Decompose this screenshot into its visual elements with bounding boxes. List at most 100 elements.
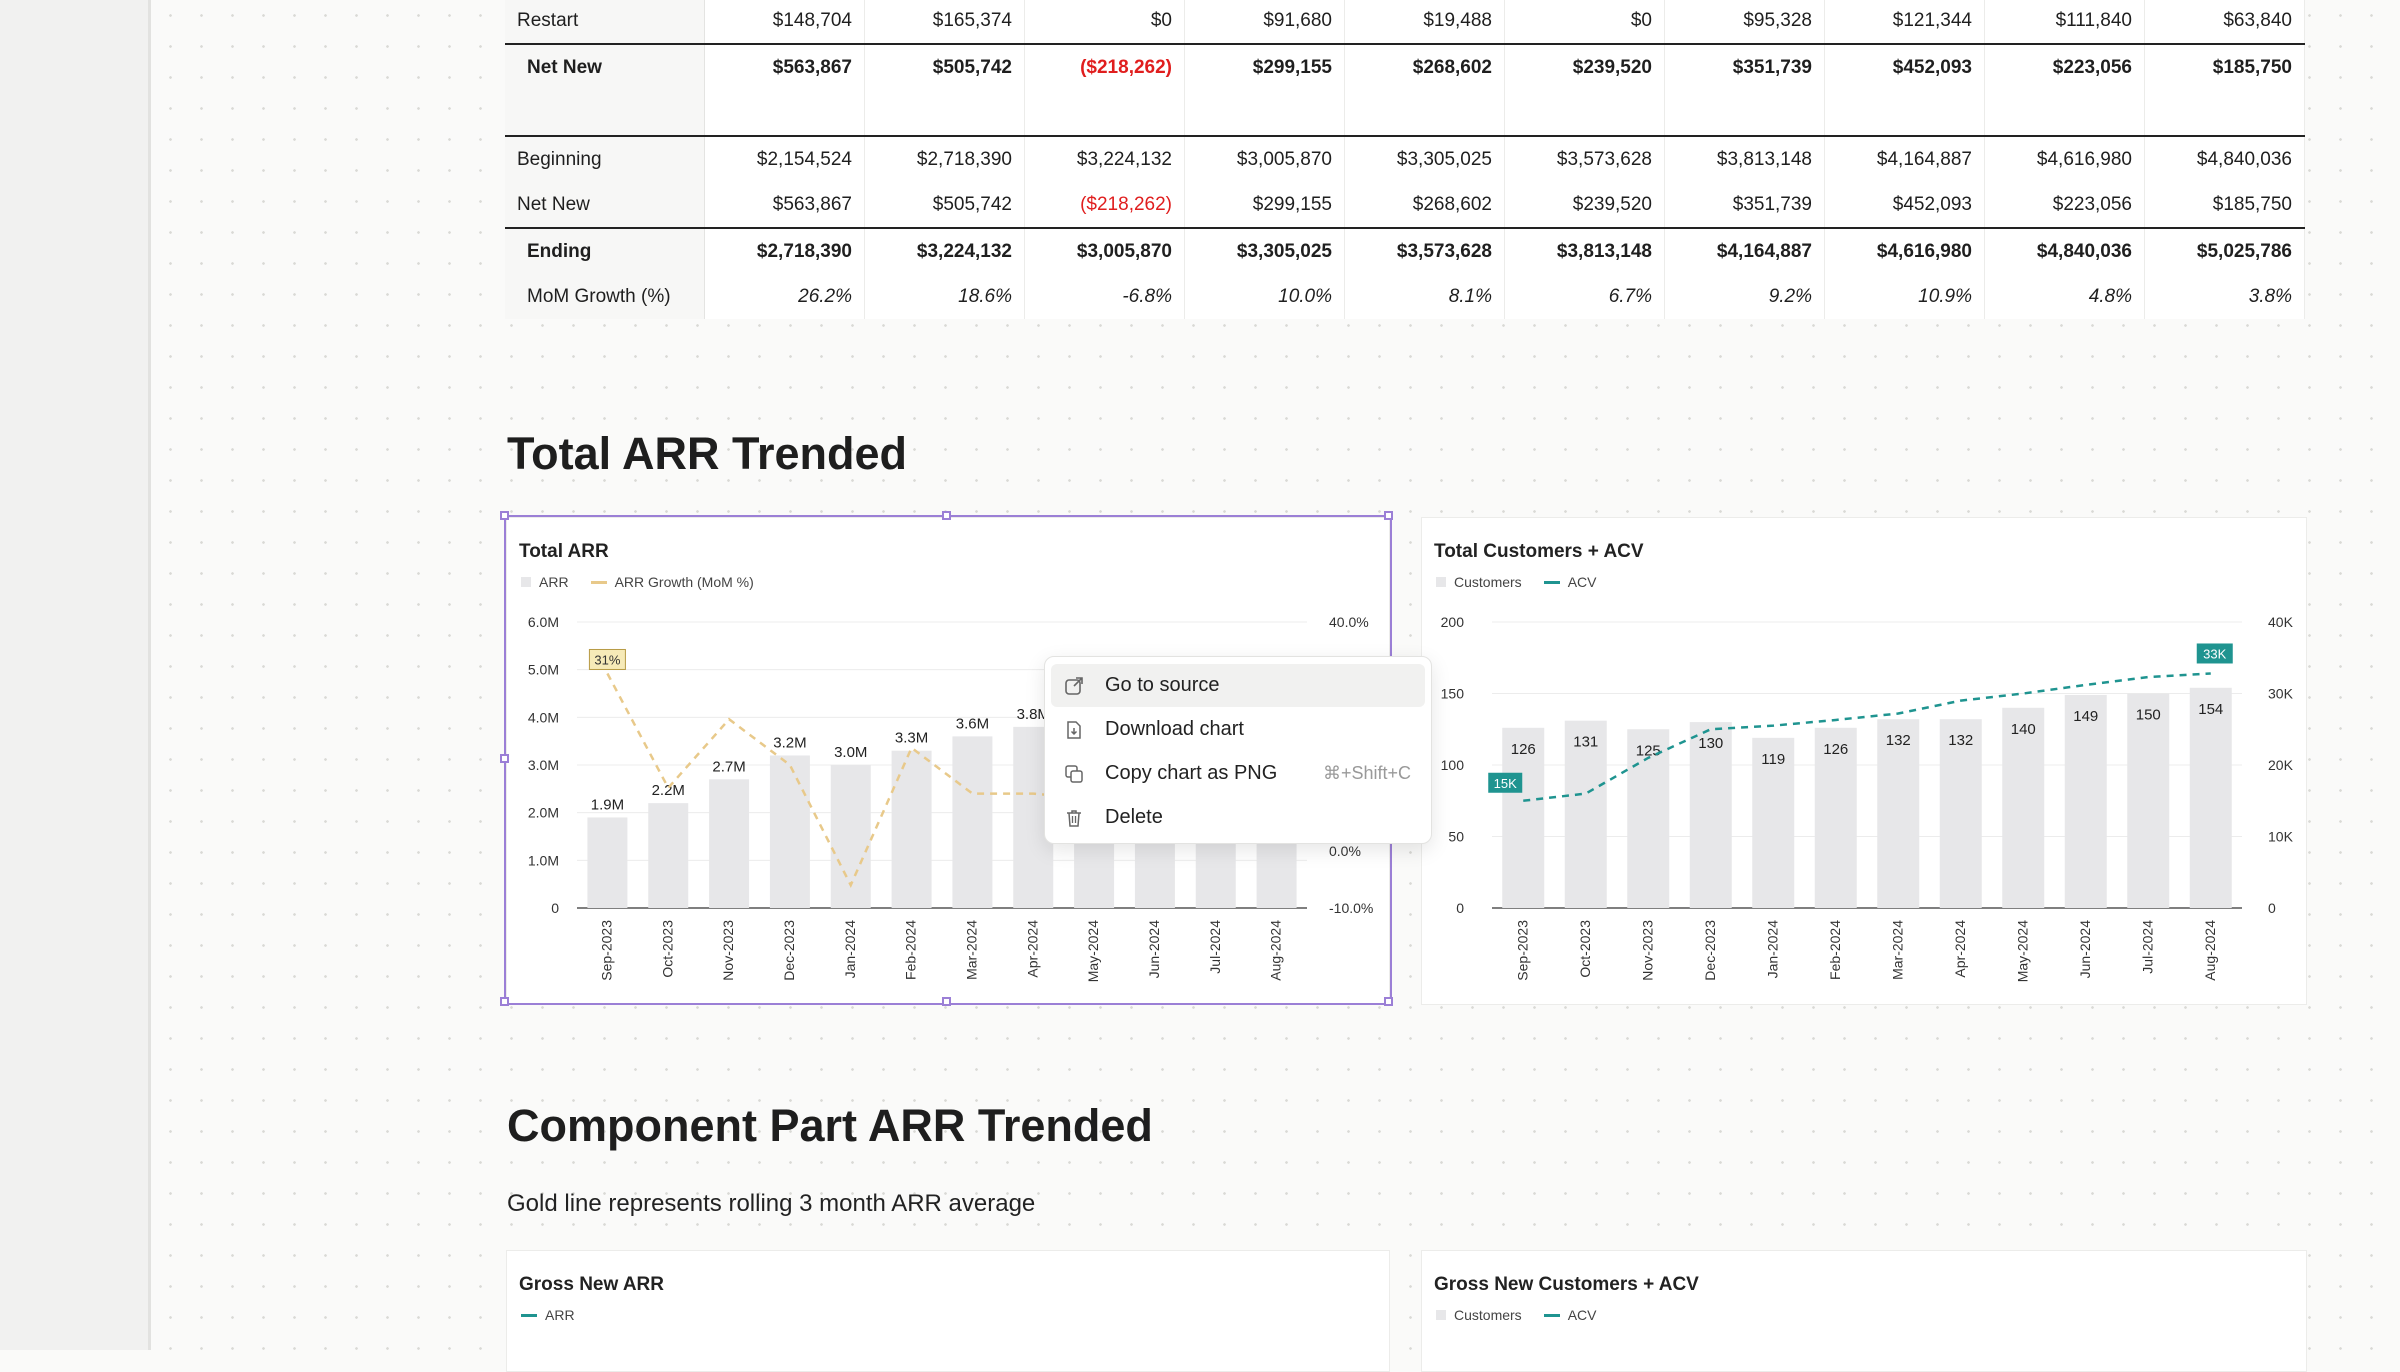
table-cell: $111,840	[1984, 0, 2145, 44]
table-row: MoM Growth (%) 26.2% 18.6% -6.8% 10.0% 8.1% 6.…	[505, 274, 2305, 319]
menu-item-delete[interactable]: Delete	[1051, 796, 1425, 839]
x-tick-label: May-2024	[2014, 920, 2030, 982]
table-cell: $351,739	[1664, 43, 1825, 90]
table-cell: $268,602	[1344, 182, 1505, 228]
table-cell: $185,750	[2144, 43, 2305, 90]
x-tick-label: Nov-2023	[720, 920, 736, 981]
table-cell: $3,224,132	[864, 227, 1025, 274]
resize-handle-bottom[interactable]	[942, 997, 951, 1006]
row-label: Net New	[505, 182, 705, 228]
x-tick-label: Aug-2024	[2202, 920, 2218, 981]
chart-context-menu: Go to source Download chart Copy chart a…	[1044, 656, 1432, 844]
legend-label: ARR	[545, 1307, 575, 1323]
table-cell: $4,840,036	[1984, 227, 2145, 274]
bar	[1752, 737, 1795, 908]
bar	[891, 750, 932, 908]
table-cell: $3,573,628	[1504, 135, 1665, 182]
row-label: Restart	[505, 0, 705, 44]
table-cell	[1824, 90, 1985, 136]
chart-title: Total Customers + ACV	[1434, 541, 1644, 562]
bar-value-label: 2.7M	[712, 758, 745, 775]
bar	[709, 779, 750, 908]
y2-tick-label: 40K	[2268, 614, 2294, 630]
y-tick-label: 6.0M	[528, 614, 559, 630]
row-label: MoM Growth (%)	[505, 274, 705, 319]
chart-card-gross-new-customers-acv[interactable]: Gross New Customers + ACV Customers ACV	[1421, 1250, 2307, 1372]
menu-item-label: Download chart	[1105, 718, 1244, 740]
resize-handle-bottom-right[interactable]	[1384, 997, 1393, 1006]
table-row: Beginning $2,154,524 $2,718,390 $3,224,132 $…	[505, 135, 2305, 182]
y-tick-label: 50	[1448, 829, 1464, 845]
bar	[1689, 722, 1732, 908]
x-tick-label: Oct-2023	[659, 920, 675, 978]
row-label: Beginning	[505, 135, 705, 182]
x-tick-label: Jun-2024	[2077, 920, 2093, 979]
data-callout-box	[588, 648, 626, 670]
y-tick-label: 0	[1456, 900, 1464, 916]
table-cell	[704, 90, 865, 136]
x-tick-label: Dec-2023	[1702, 920, 1718, 981]
data-callout-label: 33K	[2203, 646, 2226, 661]
x-tick-label: Sep-2023	[1514, 920, 1530, 981]
menu-item-copy-chart-png[interactable]: Copy chart as PNG ⌘+Shift+C	[1051, 752, 1425, 795]
section-title-total-arr: Total ARR Trended	[507, 428, 908, 479]
row-label	[505, 90, 705, 136]
table-cell: $148,704	[704, 0, 865, 44]
resize-handle-top-right[interactable]	[1384, 511, 1393, 520]
legend-item-acv: ACV	[1543, 574, 1596, 590]
section-title-component-arr: Component Part ARR Trended	[507, 1100, 1153, 1151]
bar-value-label: 3.6M	[956, 715, 989, 732]
table-cell: -6.8%	[1024, 274, 1185, 319]
y2-tick-label: 10K	[2268, 829, 2294, 845]
table-cell: $3,305,025	[1184, 227, 1345, 274]
y-tick-label: 150	[1441, 686, 1465, 702]
y2-tick-label: 30K	[2268, 686, 2294, 702]
bar	[2064, 694, 2107, 908]
x-tick-label: Jul-2024	[1207, 920, 1223, 974]
table-cell: $5,025,786	[2144, 227, 2305, 274]
legend-label: ARR Growth (MoM %)	[614, 574, 754, 590]
data-callout-box	[1488, 772, 1523, 793]
legend-item-customers: Customers	[1436, 574, 1522, 590]
y-tick-label: 2.0M	[528, 805, 559, 821]
keyboard-shortcut: ⌘+Shift+C	[1322, 763, 1411, 783]
table-cell: $3,813,148	[1504, 227, 1665, 274]
row-label: Net New	[505, 43, 705, 90]
table-cell: $505,742	[864, 182, 1025, 228]
table-cell	[1184, 90, 1345, 136]
table-cell: 10.9%	[1824, 274, 1985, 319]
menu-item-download-chart[interactable]: Download chart	[1051, 708, 1425, 751]
bar-value-label: 1.9M	[591, 796, 624, 813]
table-row	[505, 90, 2305, 136]
menu-item-go-to-source[interactable]: Go to source	[1051, 664, 1425, 707]
bar	[1877, 719, 1920, 908]
resize-handle-left[interactable]	[500, 754, 509, 763]
table-cell: $239,520	[1504, 182, 1665, 228]
copy-icon	[1063, 763, 1085, 785]
bar-value-label: 119	[1761, 751, 1785, 768]
y2-tick-label: 0	[2268, 900, 2276, 916]
table-cell: $165,374	[864, 0, 1025, 44]
resize-handle-top-left[interactable]	[500, 511, 509, 520]
chart-card-total-customers-acv[interactable]: Total Customers + ACV Customers ACV 0 50 1…	[1421, 517, 2307, 1005]
x-tick-label: Mar-2024	[963, 920, 979, 980]
table-cell: $563,867	[704, 182, 865, 228]
table-cell: $505,742	[864, 43, 1025, 90]
x-tick-label: Jan-2024	[1764, 920, 1780, 979]
table-cell: 3.8%	[2144, 274, 2305, 319]
resize-handle-bottom-left[interactable]	[500, 997, 509, 1006]
resize-handle-top[interactable]	[942, 511, 951, 520]
y2-tick-label: -10.0%	[1329, 900, 1373, 916]
table-cell: $4,616,980	[1984, 135, 2145, 182]
data-callout-label: 31%	[594, 652, 620, 667]
table-cell: 9.2%	[1664, 274, 1825, 319]
legend-label: ARR	[539, 574, 569, 590]
total-customers-acv-chart-svg: 0 50 100 150 200 40K 30K 20K 10K 0 126 Sep-2023 131 O…	[1441, 614, 2294, 982]
x-tick-label: May-2024	[1085, 920, 1101, 982]
chart-card-gross-new-arr[interactable]: Gross New ARR ARR	[506, 1250, 1390, 1372]
legend-item-growth: ARR Growth (MoM %)	[590, 574, 754, 590]
legend-swatch	[1543, 1313, 1560, 1317]
y-tick-label: 5.0M	[528, 662, 559, 678]
table-cell	[2144, 90, 2305, 136]
bar-value-label: 149	[2073, 708, 2098, 725]
